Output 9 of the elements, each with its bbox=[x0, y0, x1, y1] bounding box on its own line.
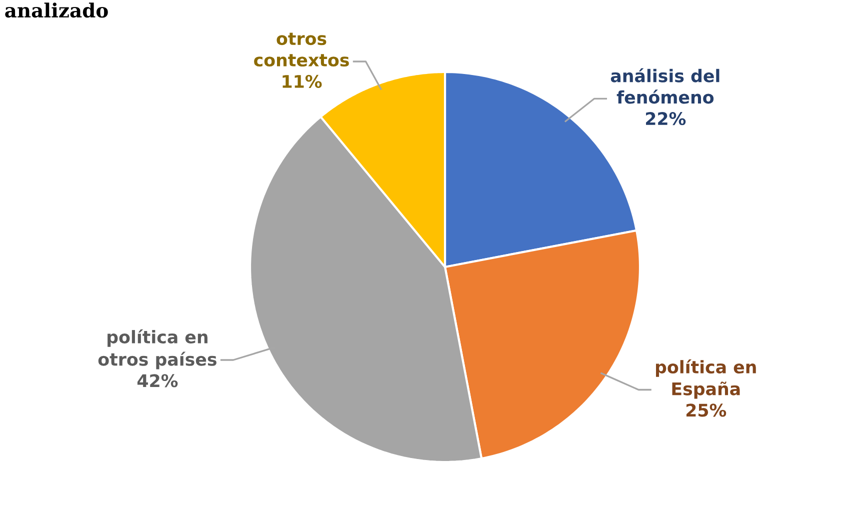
slice-label: otros contextos bbox=[254, 32, 349, 67]
chart-title: analizado bbox=[5, 2, 108, 18]
data-label: 42% bbox=[137, 374, 178, 388]
data-label: 22% bbox=[646, 112, 686, 126]
data-label: 25% bbox=[686, 404, 726, 417]
slice-label: análisis del fenómeno bbox=[610, 68, 720, 104]
slice-label: política en España bbox=[656, 359, 756, 399]
data-label: 11% bbox=[282, 74, 322, 88]
slice-label: política en otros países bbox=[98, 329, 216, 370]
